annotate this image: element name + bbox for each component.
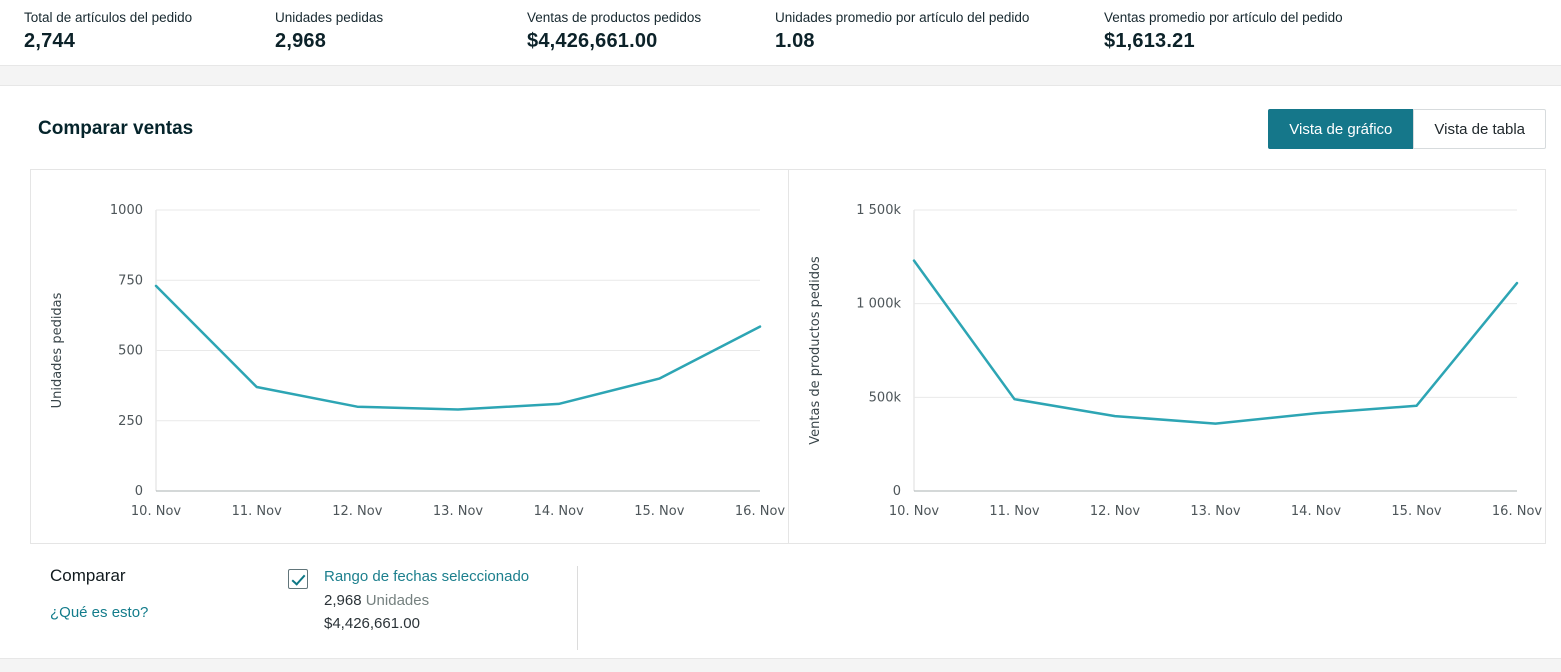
table-view-button[interactable]: Vista de tabla (1413, 109, 1546, 149)
metric-ordered-product-sales: Ventas de productos pedidos $4,426,661.0… (527, 10, 775, 53)
svg-text:14. Nov: 14. Nov (534, 504, 584, 519)
svg-text:250: 250 (118, 414, 143, 429)
svg-text:500: 500 (118, 344, 143, 359)
metric-avg-sales-per-order-item: Ventas promedio por artículo del pedido … (1104, 10, 1353, 53)
legend-label[interactable]: Rango de fechas seleccionado (324, 568, 530, 585)
date-range-legend: Rango de fechas seleccionado 2,968 Unida… (288, 566, 579, 650)
svg-text:1 000k: 1 000k (856, 297, 901, 312)
metric-value: $1,613.21 (1104, 30, 1195, 52)
legend-sales-value: $4,426,661.00 (324, 615, 420, 632)
svg-text:15. Nov: 15. Nov (634, 504, 684, 519)
legend-units-value: 2,968 (324, 592, 362, 609)
metric-value: 2,968 (275, 30, 327, 52)
svg-text:10. Nov: 10. Nov (131, 504, 181, 519)
metric-value: 2,744 (24, 30, 76, 52)
charts-row: 0 250 500 750 1000 10. Nov 11. Nov 12. Nov 13. N… (30, 169, 1546, 544)
metric-total-order-items: Total de artículos del pedido 2,744 (24, 10, 275, 53)
compare-sales-card: Comparar ventas Vista de gráfico Vista d… (0, 85, 1561, 659)
units-ordered-chart: 0 250 500 750 1000 10. Nov 11. Nov 12. Nov 13. N… (31, 170, 788, 543)
date-range-checkbox[interactable] (288, 569, 308, 589)
svg-text:15. Nov: 15. Nov (1391, 504, 1441, 519)
section-header: Comparar ventas Vista de gráfico Vista d… (0, 86, 1561, 169)
legend-text-block: Rango de fechas seleccionado 2,968 Unida… (324, 568, 529, 632)
graph-view-button[interactable]: Vista de gráfico (1268, 109, 1414, 149)
page-title: Comparar ventas (38, 118, 194, 139)
svg-text:13. Nov: 13. Nov (1190, 504, 1240, 519)
svg-text:750: 750 (118, 273, 143, 288)
svg-text:10. Nov: 10. Nov (889, 504, 939, 519)
product-sales-chart: 0 500k 1 000k 1 500k 10. Nov 11. Nov 12. Nov 13… (789, 170, 1545, 543)
svg-text:1000: 1000 (110, 203, 143, 218)
metric-label: Ventas de productos pedidos (527, 10, 702, 25)
view-toggle: Vista de gráfico Vista de tabla (1268, 109, 1546, 149)
svg-text:Ventas de productos pedidos: Ventas de productos pedidos (808, 256, 823, 445)
svg-text:16. Nov: 16. Nov (735, 504, 785, 519)
metric-units-ordered: Unidades pedidas 2,968 (275, 10, 527, 53)
metric-label: Total de artículos del pedido (24, 10, 193, 25)
legend-units-suffix: Unidades (365, 592, 430, 609)
compare-title: Comparar (50, 566, 126, 585)
svg-text:0: 0 (893, 484, 901, 499)
metric-value: 1.08 (775, 30, 815, 52)
compare-left-column: Comparar ¿Qué es esto? (50, 566, 288, 622)
legend-units-line: 2,968 Unidades (324, 592, 529, 609)
svg-text:500k: 500k (869, 390, 902, 405)
svg-text:11. Nov: 11. Nov (989, 504, 1039, 519)
compare-section: Comparar ¿Qué es esto? Rango de fechas s… (0, 544, 1561, 650)
product-sales-chart-panel: 0 500k 1 000k 1 500k 10. Nov 11. Nov 12. Nov 13… (788, 169, 1546, 544)
svg-text:14. Nov: 14. Nov (1291, 504, 1341, 519)
svg-text:0: 0 (135, 484, 143, 499)
svg-text:12. Nov: 12. Nov (332, 504, 382, 519)
svg-text:16. Nov: 16. Nov (1492, 504, 1542, 519)
metric-label: Ventas promedio por artículo del pedido (1104, 10, 1343, 25)
svg-text:1 500k: 1 500k (856, 203, 901, 218)
svg-text:Unidades pedidas: Unidades pedidas (50, 292, 65, 408)
metric-avg-units-per-order-item: Unidades promedio por artículo del pedid… (775, 10, 1104, 53)
what-is-this-link[interactable]: ¿Qué es esto? (50, 604, 149, 621)
svg-text:12. Nov: 12. Nov (1090, 504, 1140, 519)
metric-label: Unidades pedidas (275, 10, 384, 25)
metric-value: $4,426,661.00 (527, 30, 658, 52)
units-ordered-chart-panel: 0 250 500 750 1000 10. Nov 11. Nov 12. Nov 13. N… (30, 169, 789, 544)
svg-text:11. Nov: 11. Nov (232, 504, 282, 519)
kpi-metrics-bar: Total de artículos del pedido 2,744 Unid… (0, 0, 1561, 66)
metric-label: Unidades promedio por artículo del pedid… (775, 10, 1030, 25)
svg-text:13. Nov: 13. Nov (433, 504, 483, 519)
